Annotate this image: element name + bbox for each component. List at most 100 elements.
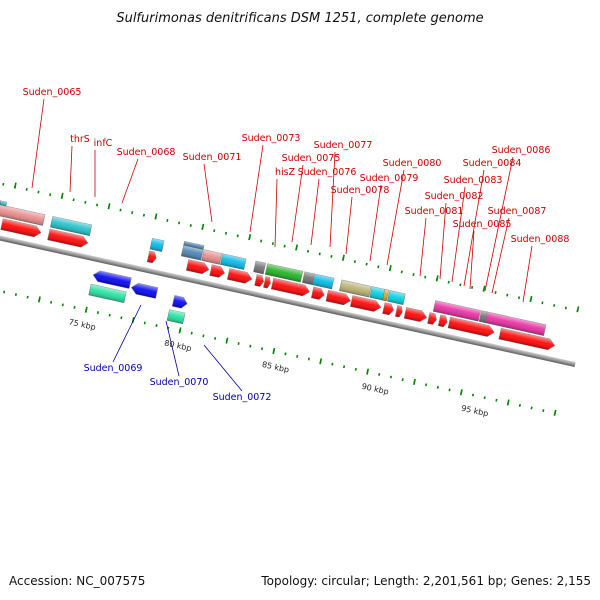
tick-mark [564, 306, 567, 310]
gene-features [0, 193, 556, 351]
callout-line [491, 217, 510, 294]
feature-band-shading [220, 253, 247, 270]
cds-forward-arrow-shading [438, 314, 448, 327]
tick-mark [25, 188, 28, 191]
cds-forward-arrow-shading [47, 229, 88, 248]
cds-forward-arrow-shading [395, 305, 403, 318]
tick-mark [318, 252, 321, 256]
callout-line [439, 202, 447, 280]
tick-mark [542, 409, 545, 412]
callout-line [369, 184, 382, 262]
cds-forward-arrow-shading [0, 218, 41, 237]
gene-label: Suden_0072 [213, 392, 272, 403]
gene-label: Suden_0083 [444, 175, 503, 186]
cds-forward-arrow-shading [382, 302, 394, 315]
gene-label: Suden_0086 [492, 145, 551, 156]
tick-mark [343, 365, 346, 369]
cds-forward-arrow-shading [311, 287, 325, 300]
tick-mark [202, 334, 205, 338]
cds-forward-arrow-shading [186, 259, 209, 274]
major-tick-mark [459, 389, 463, 396]
callout-line [203, 344, 243, 392]
cds-reverse-arrow-shading [131, 283, 158, 299]
reverse-feature-band-shading [88, 284, 127, 303]
tick-mark [354, 367, 357, 371]
gene-label: thrS [70, 134, 90, 145]
tick-mark [95, 203, 99, 207]
tick-mark [353, 260, 356, 264]
tick-mark [401, 378, 404, 382]
tick-mark [330, 255, 333, 258]
accession-label: Accession: NC_007575 [9, 574, 146, 588]
tick-mark [271, 242, 274, 246]
scale-label: 95 kbp [460, 404, 489, 419]
tick-mark [189, 224, 192, 227]
gene-label: Suden_0078 [331, 185, 390, 196]
tick-mark [495, 398, 498, 402]
position-tick-marks [2, 182, 580, 416]
tick-mark [483, 396, 486, 400]
feature-band-shading [265, 263, 303, 283]
callout-line [291, 164, 304, 243]
callout-line [249, 144, 264, 233]
tick-mark [142, 213, 146, 217]
major-tick-mark [529, 295, 533, 303]
cds-forward-arrow-shading [448, 317, 495, 337]
gene-label: hisZ [275, 167, 296, 178]
feature-band-shading [181, 245, 204, 261]
gene-label: Suden_0069 [84, 363, 143, 374]
tick-mark [377, 265, 380, 269]
cds-forward-arrow-shading [404, 307, 427, 322]
tick-mark [400, 270, 403, 274]
callout-line [121, 158, 139, 204]
feature-band-shading [387, 290, 406, 305]
tick-mark [236, 234, 239, 238]
tick-mark [37, 190, 40, 194]
major-tick-mark [225, 337, 229, 344]
tick-mark [436, 385, 439, 389]
callout-line [463, 169, 485, 287]
scale-label: 75 kbp [68, 317, 97, 332]
tick-mark [73, 306, 76, 309]
major-tick-mark [248, 234, 252, 241]
major-tick-mark [576, 306, 580, 313]
callout-line [69, 145, 73, 193]
feature-band-shading [150, 238, 165, 252]
cds-forward-arrow-shading [227, 268, 252, 284]
callout-line [31, 98, 45, 189]
cds-forward-arrow-shading [498, 328, 555, 350]
cds-forward-arrow-shading [325, 290, 351, 305]
feature-band-shading [50, 216, 92, 236]
tick-mark [553, 303, 556, 307]
cds-forward-arrow-shading [254, 274, 264, 287]
tick-mark [530, 406, 533, 410]
feature-band-shading [382, 289, 389, 301]
tick-mark [120, 316, 123, 320]
tick-mark [14, 293, 17, 297]
callout-line [310, 178, 320, 246]
tick-mark [178, 221, 181, 225]
tick-mark [471, 393, 475, 397]
tick-mark [447, 280, 450, 284]
tick-mark [471, 285, 474, 289]
topology-label: Topology: circular; Length: 2,201,561 bp… [261, 574, 591, 588]
gene-label: Suden_0087 [488, 206, 547, 217]
feature-band-top-shading [0, 200, 7, 207]
major-tick-mark [482, 285, 486, 292]
feature-band-shading [253, 261, 266, 274]
major-tick-mark [435, 275, 439, 282]
tick-mark [541, 301, 544, 305]
gene-label: Suden_0070 [150, 377, 209, 388]
tick-mark [2, 182, 5, 186]
tick-mark [365, 262, 368, 266]
major-tick-mark [319, 358, 323, 365]
tick-mark [306, 249, 310, 253]
major-tick-mark [201, 223, 205, 230]
tick-mark [224, 231, 228, 235]
backbone-band [0, 224, 576, 367]
major-tick-mark [154, 213, 158, 220]
callout-line [274, 178, 278, 248]
cds-reverse-arrow-shading [93, 270, 132, 289]
tick-mark [284, 352, 287, 356]
gene-label: Suden_0077 [314, 140, 373, 151]
